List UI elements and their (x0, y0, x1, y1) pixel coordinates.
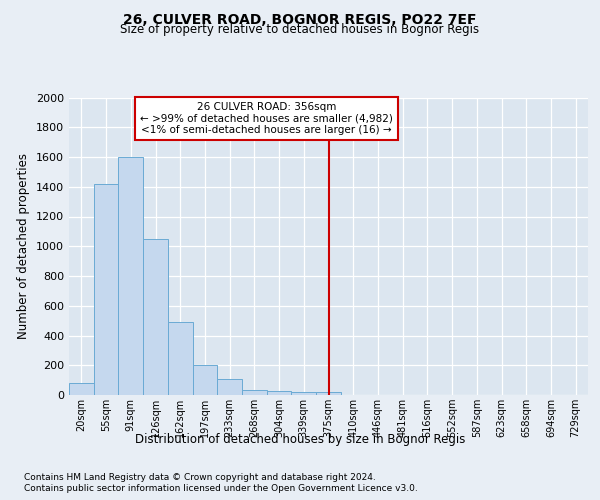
Bar (292, 392, 316, 395)
Text: 26 CULVER ROAD: 356sqm
← >99% of detached houses are smaller (4,982)
<1% of semi: 26 CULVER ROAD: 356sqm ← >99% of detache… (140, 102, 393, 135)
Bar (267, 392, 292, 395)
Bar (69, 383, 94, 395)
Text: Size of property relative to detached houses in Bognor Regis: Size of property relative to detached ho… (121, 22, 479, 36)
Bar (118, 157, 143, 395)
Bar (217, 380, 242, 395)
Bar (242, 390, 267, 395)
Text: Contains HM Land Registry data © Crown copyright and database right 2024.: Contains HM Land Registry data © Crown c… (24, 472, 376, 482)
Text: Contains public sector information licensed under the Open Government Licence v3: Contains public sector information licen… (24, 484, 418, 493)
Bar (316, 392, 341, 395)
Bar (168, 322, 193, 395)
Text: 26, CULVER ROAD, BOGNOR REGIS, PO22 7EF: 26, CULVER ROAD, BOGNOR REGIS, PO22 7EF (123, 12, 477, 26)
Y-axis label: Number of detached properties: Number of detached properties (17, 153, 31, 340)
Text: Distribution of detached houses by size in Bognor Regis: Distribution of detached houses by size … (135, 432, 465, 446)
Bar (143, 239, 168, 395)
Bar (193, 365, 217, 395)
Bar (94, 184, 118, 395)
